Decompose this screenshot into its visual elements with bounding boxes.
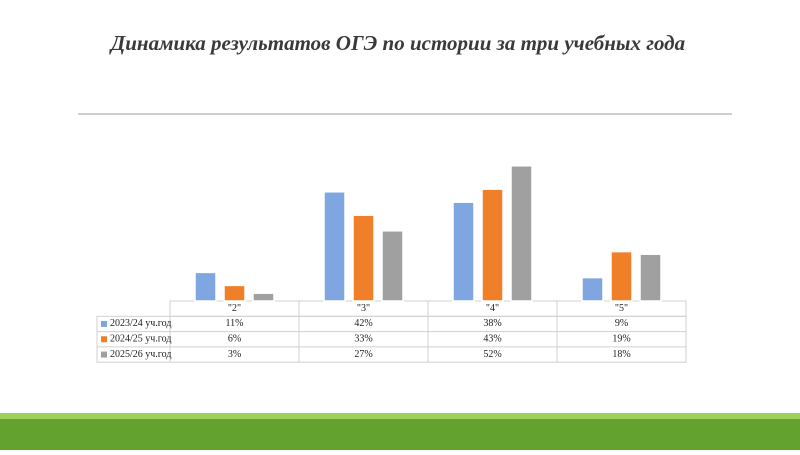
legend-swatch (101, 320, 107, 327)
category-label: "3" (357, 303, 370, 314)
table-value: 9% (615, 318, 628, 329)
category-label: "2" (228, 303, 241, 314)
bar (323, 191, 346, 302)
table-value: 33% (354, 334, 372, 345)
footer-stripe (0, 413, 800, 419)
bar (252, 292, 275, 302)
legend-swatch (101, 336, 107, 343)
legend-label: 2024/25 уч.год (110, 334, 171, 345)
table-value: 52% (483, 349, 501, 360)
bar (639, 253, 662, 302)
legend-label: 2023/24 уч.год (110, 318, 171, 329)
table-value: 6% (228, 334, 241, 345)
table-border (96, 315, 687, 363)
table-value: 43% (483, 334, 501, 345)
table-value: 3% (228, 349, 241, 360)
bar (481, 188, 504, 302)
table-value: 11% (226, 318, 244, 329)
category-label: "5" (615, 303, 628, 314)
bar (510, 165, 533, 302)
bar (194, 271, 217, 302)
chart-title: Динамика результатов ОГЭ по истории за т… (109, 31, 685, 55)
table-value: 18% (612, 349, 630, 360)
table-value: 27% (354, 349, 372, 360)
bar (452, 201, 475, 302)
table-value: 19% (612, 334, 630, 345)
bar (381, 230, 404, 302)
bar (352, 214, 375, 302)
bar (581, 276, 604, 302)
bar (223, 284, 246, 302)
bar (610, 250, 633, 302)
legend-label: 2025/26 уч.год (110, 349, 171, 360)
category-label: "4" (486, 303, 499, 314)
legend-swatch (101, 351, 107, 358)
table-value: 38% (483, 318, 501, 329)
table-value: 42% (354, 318, 372, 329)
footer-band (0, 419, 800, 450)
